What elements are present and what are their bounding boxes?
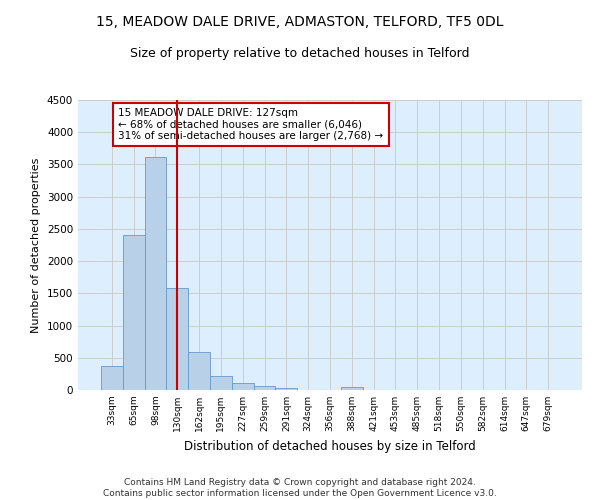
Bar	[254, 386, 275, 390]
Text: 15 MEADOW DALE DRIVE: 127sqm
← 68% of detached houses are smaller (6,046)
31% of: 15 MEADOW DALE DRIVE: 127sqm ← 68% of de…	[118, 108, 383, 141]
Bar	[166, 288, 188, 390]
X-axis label: Distribution of detached houses by size in Telford: Distribution of detached houses by size …	[184, 440, 476, 452]
Text: 15, MEADOW DALE DRIVE, ADMASTON, TELFORD, TF5 0DL: 15, MEADOW DALE DRIVE, ADMASTON, TELFORD…	[96, 15, 504, 29]
Bar	[123, 236, 145, 390]
Bar	[101, 366, 123, 390]
Bar	[145, 156, 166, 390]
Bar	[341, 387, 363, 390]
Bar	[275, 388, 297, 390]
Text: Size of property relative to detached houses in Telford: Size of property relative to detached ho…	[130, 48, 470, 60]
Text: Contains HM Land Registry data © Crown copyright and database right 2024.
Contai: Contains HM Land Registry data © Crown c…	[103, 478, 497, 498]
Bar	[232, 383, 254, 390]
Bar	[210, 376, 232, 390]
Y-axis label: Number of detached properties: Number of detached properties	[31, 158, 41, 332]
Bar	[188, 352, 210, 390]
